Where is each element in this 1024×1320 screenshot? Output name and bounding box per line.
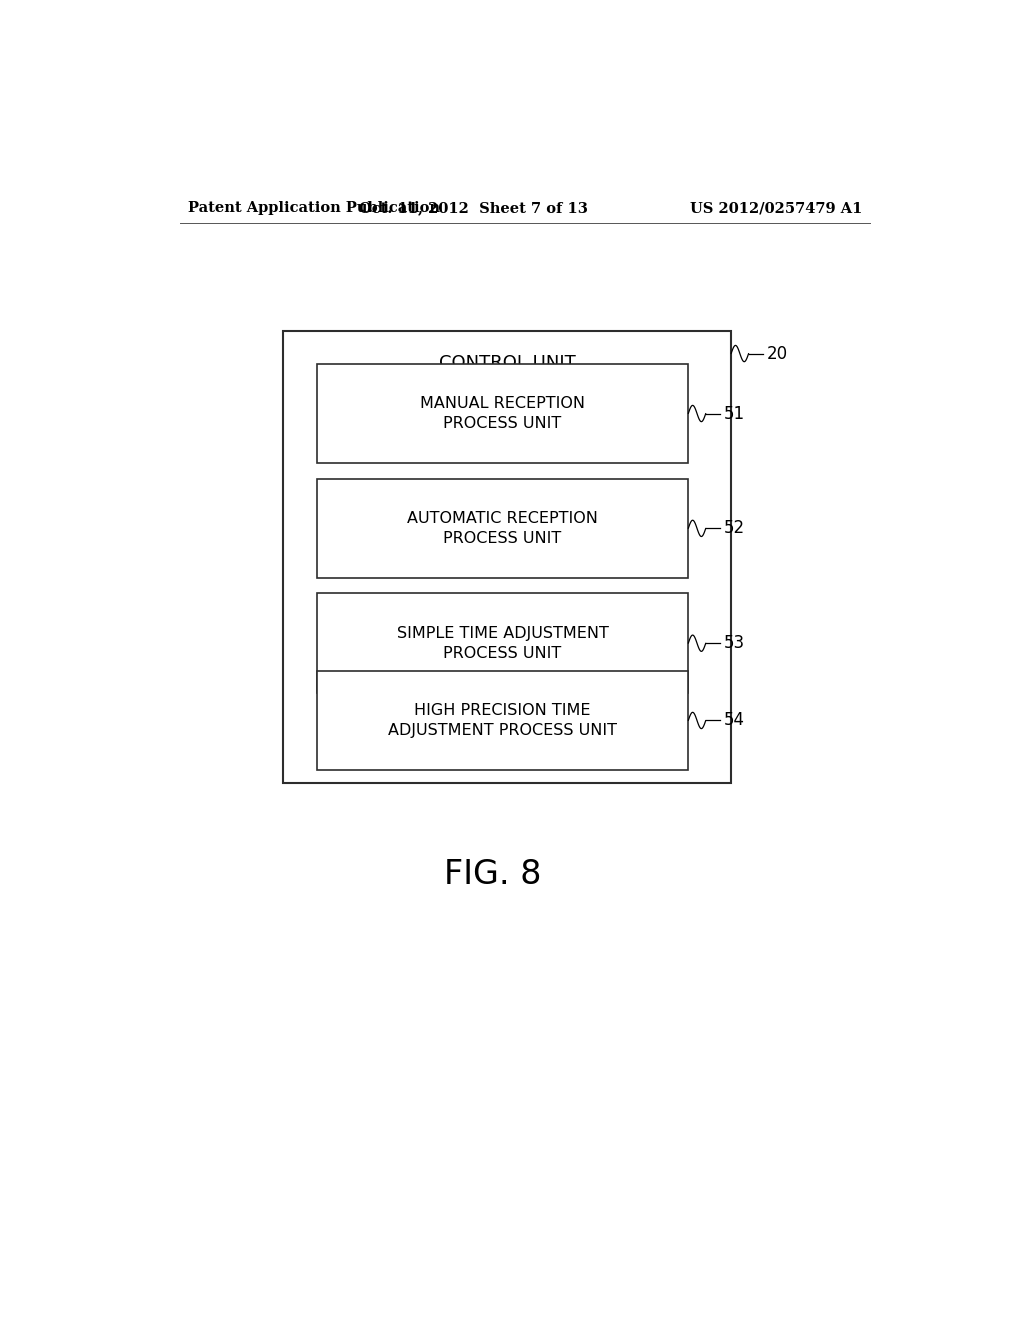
Text: Patent Application Publication: Patent Application Publication: [187, 201, 439, 215]
Text: MANUAL RECEPTION
PROCESS UNIT: MANUAL RECEPTION PROCESS UNIT: [420, 396, 585, 430]
Text: 52: 52: [724, 519, 745, 537]
Text: US 2012/0257479 A1: US 2012/0257479 A1: [690, 201, 862, 215]
Bar: [316, 364, 688, 463]
Text: 51: 51: [724, 404, 745, 422]
Bar: [316, 479, 688, 578]
Bar: [316, 671, 688, 771]
Text: 20: 20: [767, 345, 788, 363]
Text: CONTROL UNIT: CONTROL UNIT: [438, 354, 575, 371]
Text: 54: 54: [724, 711, 745, 730]
Text: Oct. 11, 2012  Sheet 7 of 13: Oct. 11, 2012 Sheet 7 of 13: [358, 201, 588, 215]
Bar: [316, 594, 688, 693]
Text: FIG. 8: FIG. 8: [444, 858, 542, 891]
Text: SIMPLE TIME ADJUSTMENT
PROCESS UNIT: SIMPLE TIME ADJUSTMENT PROCESS UNIT: [396, 626, 608, 660]
Bar: [283, 331, 731, 784]
Text: AUTOMATIC RECEPTION
PROCESS UNIT: AUTOMATIC RECEPTION PROCESS UNIT: [408, 511, 598, 545]
Text: 53: 53: [724, 634, 745, 652]
Text: HIGH PRECISION TIME
ADJUSTMENT PROCESS UNIT: HIGH PRECISION TIME ADJUSTMENT PROCESS U…: [388, 704, 617, 738]
